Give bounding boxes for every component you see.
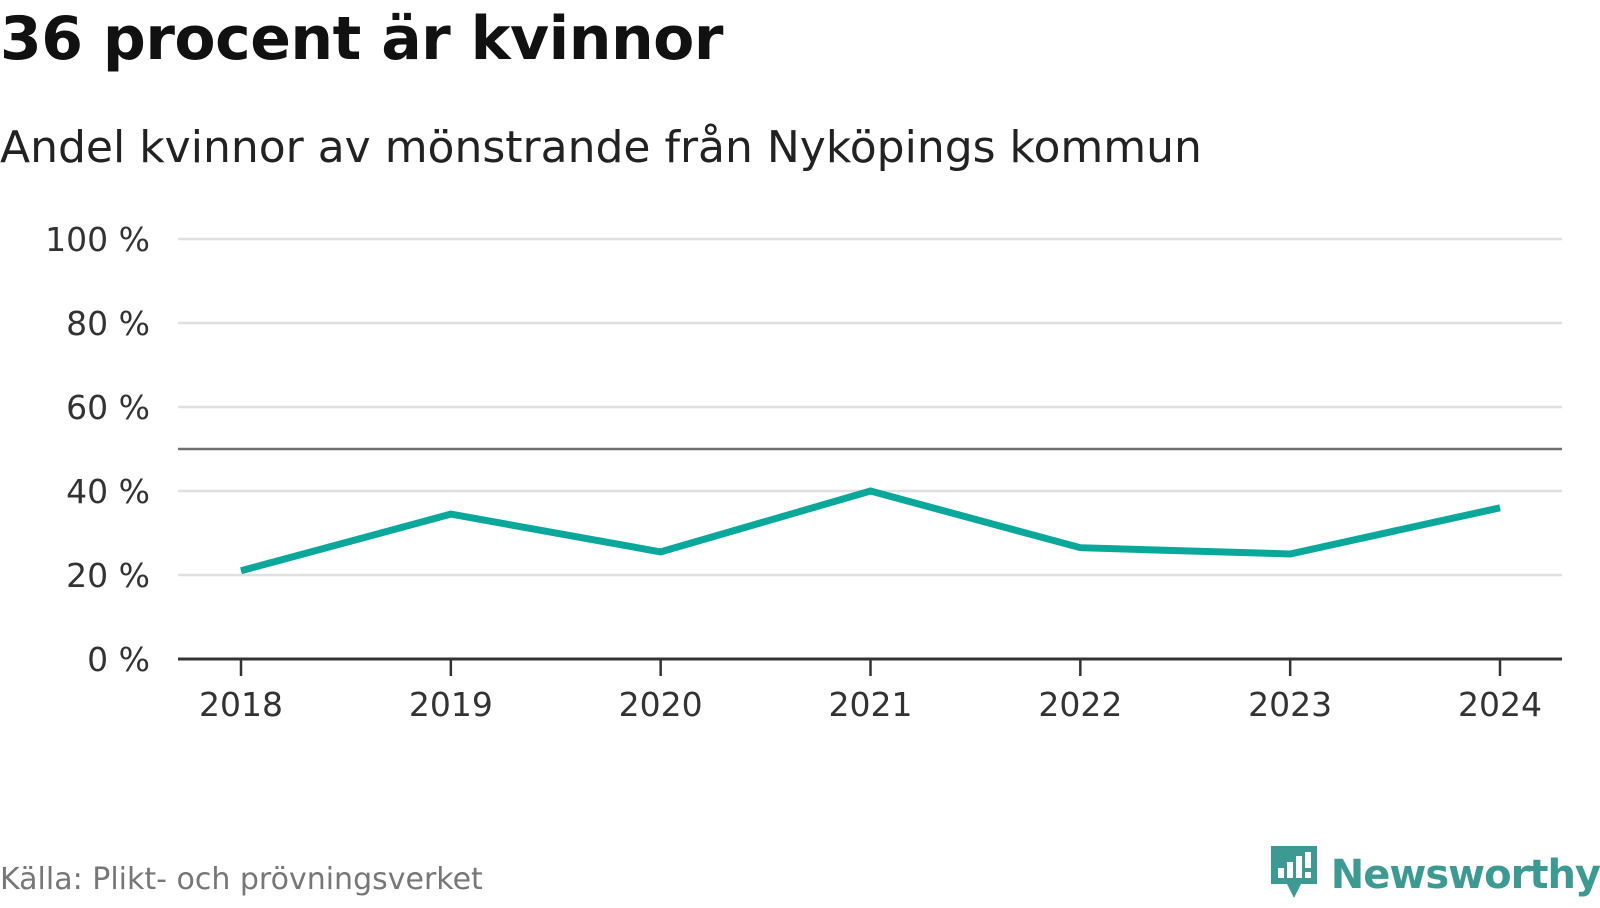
x-tick-label: 2020 bbox=[619, 685, 703, 724]
source-text: Källa: Plikt- och prövningsverket bbox=[0, 862, 483, 897]
y-tick-label: 100 % bbox=[45, 220, 150, 259]
x-tick-label: 2024 bbox=[1458, 685, 1542, 724]
y-tick-label: 0 % bbox=[87, 640, 150, 679]
chart-title: 36 procent är kvinnor bbox=[0, 4, 723, 74]
brand: Newsworthy bbox=[1267, 842, 1600, 908]
y-tick-label: 80 % bbox=[66, 304, 150, 343]
x-tick-label: 2019 bbox=[409, 685, 493, 724]
newsworthy-logo-icon bbox=[1267, 842, 1321, 908]
brand-name: Newsworthy bbox=[1330, 852, 1600, 898]
series-line bbox=[240, 487, 1501, 575]
chart-subtitle: Andel kvinnor av mönstrande från Nyköpin… bbox=[0, 122, 1202, 173]
x-tick-label: 2023 bbox=[1248, 685, 1332, 724]
x-tick-label: 2018 bbox=[199, 685, 283, 724]
x-tick-label: 2021 bbox=[829, 685, 913, 724]
y-tick-label: 20 % bbox=[66, 556, 150, 595]
x-tick-label: 2022 bbox=[1038, 685, 1122, 724]
line-chart: 0 % 20 % 40 % 60 % 80 % 100 % 2018 2019 2020 2021… bbox=[45, 220, 1562, 724]
y-tick-label: 60 % bbox=[66, 388, 150, 427]
y-tick-label: 40 % bbox=[66, 472, 150, 511]
